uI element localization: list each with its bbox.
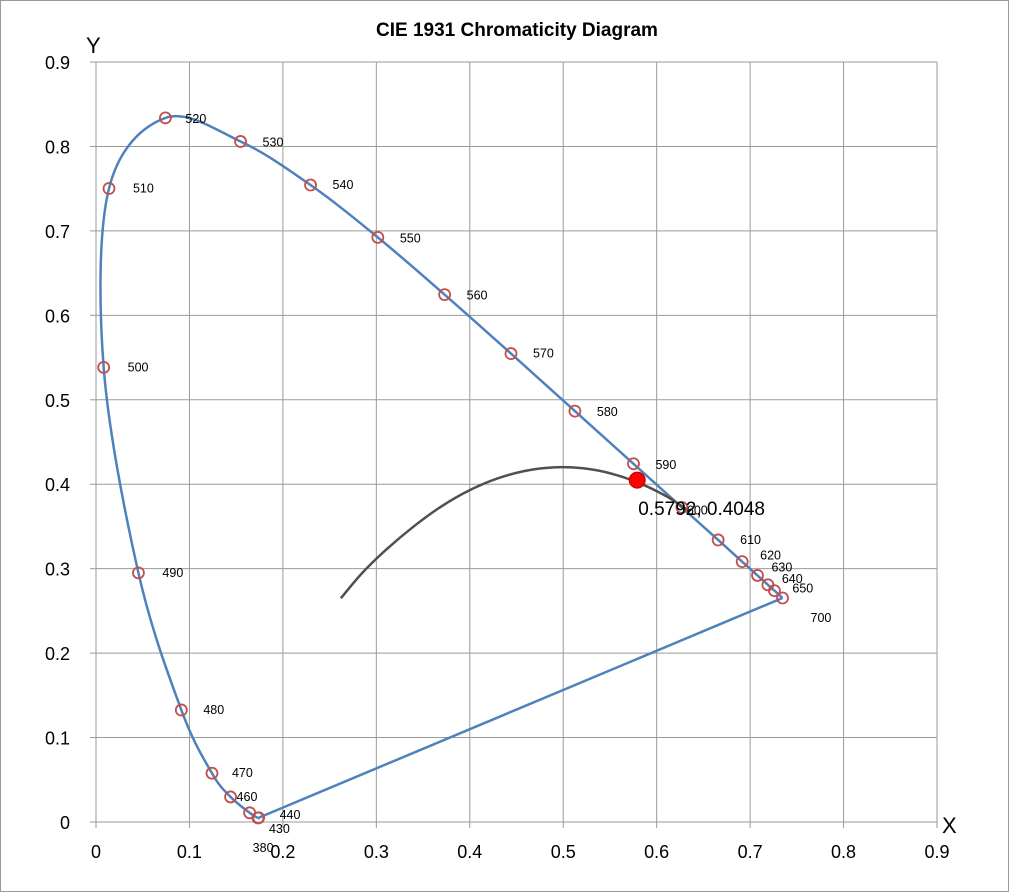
wavelength-label: 600 — [687, 503, 708, 517]
wavelength-marker — [102, 182, 116, 195]
wavelength-label: 630 — [771, 560, 792, 574]
wavelength-label: 550 — [400, 231, 421, 245]
y-tick-label: 0.4 — [45, 475, 70, 495]
wavelength-marker — [224, 790, 237, 804]
line-of-purples — [258, 596, 784, 819]
x-tick-label: 0.3 — [364, 842, 389, 862]
x-tick-label: 0.2 — [270, 842, 295, 862]
y-tick-label: 0.8 — [45, 137, 70, 157]
y-tick-label: 0.9 — [45, 53, 70, 73]
wavelength-label: 650 — [792, 582, 813, 596]
highlight-point-label: 0.5792, 0.4048 — [638, 499, 765, 520]
wavelength-label: 570 — [533, 347, 554, 361]
wavelength-marker — [97, 360, 111, 374]
y-axis-name: Y — [86, 33, 101, 58]
wavelength-marker — [776, 591, 789, 605]
chart-title: CIE 1931 Chromaticity Diagram — [376, 20, 658, 41]
wavelength-label: 620 — [760, 549, 781, 563]
wavelength-label: 380 — [253, 841, 274, 855]
wavelength-label: 510 — [133, 181, 154, 195]
wavelength-marker — [304, 178, 317, 192]
wavelength-marker — [243, 806, 257, 820]
wavelength-label: 540 — [333, 178, 354, 192]
x-tick-label: 0.6 — [644, 842, 669, 862]
wavelength-label: 580 — [597, 405, 618, 419]
tick-labels: 0 0.1 0.2 0.3 0.4 0.5 0.6 0.7 0.8 0.9 0 0.1 0.2 0.3 0.… — [45, 53, 950, 862]
highlight-point — [628, 471, 646, 489]
y-tick-label: 0.2 — [45, 644, 70, 664]
wavelength-label: 700 — [811, 611, 832, 625]
x-tick-label: 0.7 — [738, 842, 763, 862]
x-tick-label: 0 — [91, 842, 101, 862]
wavelength-label: 610 — [740, 533, 761, 547]
wavelength-marker — [751, 569, 764, 582]
wavelength-label: 470 — [232, 766, 253, 780]
wavelength-marker — [205, 766, 219, 780]
wavelength-marker — [132, 566, 145, 580]
x-tick-label: 0.1 — [177, 842, 202, 862]
x-tick-label: 0.5 — [551, 842, 576, 862]
y-tick-label: 0.3 — [45, 560, 70, 580]
wavelength-label: 640 — [782, 572, 803, 586]
wavelength-label: 560 — [467, 289, 488, 303]
wavelength-marker — [438, 288, 452, 302]
y-tick-label: 0.7 — [45, 222, 70, 242]
wavelength-marker — [735, 555, 749, 569]
wavelength-label: 590 — [655, 458, 676, 472]
wavelength-label: 490 — [162, 566, 183, 580]
wavelength-marker — [234, 135, 247, 148]
wavelength-marker — [568, 404, 582, 418]
x-tick-label: 0.8 — [831, 842, 856, 862]
grid — [90, 61, 938, 828]
x-tick-label: 0.4 — [457, 842, 482, 862]
wavelength-label: 440 — [280, 808, 301, 822]
x-tick-label: 0.9 — [924, 842, 949, 862]
wavelength-marker — [627, 457, 640, 471]
wavelength-marker — [159, 111, 172, 125]
y-tick-label: 0.5 — [45, 391, 70, 411]
wavelength-label: 480 — [203, 703, 224, 717]
y-tick-label: 0 — [60, 813, 70, 833]
x-axis-name: X — [942, 813, 957, 838]
wavelength-marker — [711, 533, 725, 547]
wavelength-marker — [675, 501, 689, 514]
wavelength-marker — [174, 703, 188, 717]
wavelength-label: 500 — [128, 360, 149, 374]
wavelength-label: 430 — [269, 822, 290, 836]
spectral-locus-line — [99, 115, 784, 820]
y-tick-label: 0.1 — [45, 729, 70, 749]
wavelength-label: 530 — [263, 135, 284, 149]
wavelength-label: 460 — [237, 790, 258, 804]
wavelength-label: 520 — [185, 112, 206, 126]
wavelength-marker — [768, 584, 781, 598]
y-tick-label: 0.6 — [45, 306, 70, 326]
wavelength-marker — [504, 347, 518, 360]
wavelength-marker — [371, 230, 385, 244]
